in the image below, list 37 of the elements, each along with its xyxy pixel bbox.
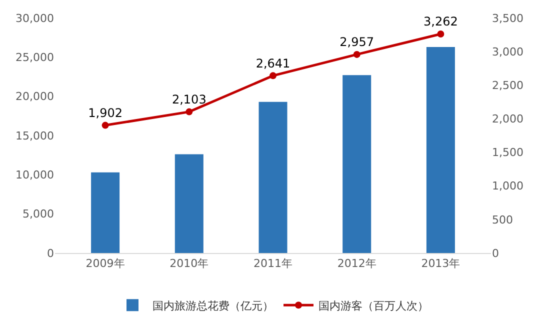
point bbox=[186, 108, 193, 116]
legend-label: 国内旅游总花费（亿元） bbox=[152, 299, 274, 312]
bar bbox=[174, 154, 204, 253]
y-tick-label: 20,000 bbox=[16, 90, 54, 104]
bar bbox=[258, 102, 288, 253]
y2-tick-label: 3,000 bbox=[492, 45, 524, 58]
bar bbox=[426, 46, 455, 253]
data-label: 2,103 bbox=[172, 92, 206, 106]
point bbox=[102, 122, 109, 129]
x-tick-label: 2010年 bbox=[170, 257, 209, 270]
data-label: 2,957 bbox=[340, 35, 374, 50]
x-tick-label: 2009年 bbox=[86, 257, 125, 270]
y-tick-label: 30,000 bbox=[16, 12, 54, 25]
bar bbox=[91, 172, 120, 253]
y2-tick-label: 2,500 bbox=[492, 78, 524, 92]
y-tick-label: 0 bbox=[47, 246, 54, 260]
y2-tick-label: 3,500 bbox=[492, 12, 524, 25]
x-tick-label: 2012年 bbox=[337, 257, 376, 270]
x-tick-label: 2013年 bbox=[421, 257, 460, 270]
legend-label: 国内游客（百万人次） bbox=[318, 299, 428, 312]
point bbox=[353, 50, 360, 58]
point bbox=[270, 72, 276, 80]
y2-tick-label: 0 bbox=[492, 246, 499, 260]
y2-tick-label: 1,500 bbox=[492, 146, 524, 160]
y-tick-label: 5,000 bbox=[22, 208, 54, 221]
y-tick-label: 10,000 bbox=[16, 168, 54, 182]
data-label: 2,641 bbox=[256, 56, 290, 70]
y-tick-label: 15,000 bbox=[16, 129, 54, 142]
y-tick-label: 25,000 bbox=[16, 51, 54, 64]
data-label: 1,902 bbox=[88, 106, 122, 120]
y2-tick-label: 500 bbox=[492, 213, 513, 226]
bar bbox=[342, 75, 372, 253]
data-label: 3,262 bbox=[424, 14, 458, 29]
point bbox=[437, 30, 444, 38]
x-tick-label: 2011年 bbox=[254, 257, 292, 270]
y2-tick-label: 2,000 bbox=[492, 112, 524, 126]
y2-tick-label: 1,000 bbox=[492, 180, 524, 193]
